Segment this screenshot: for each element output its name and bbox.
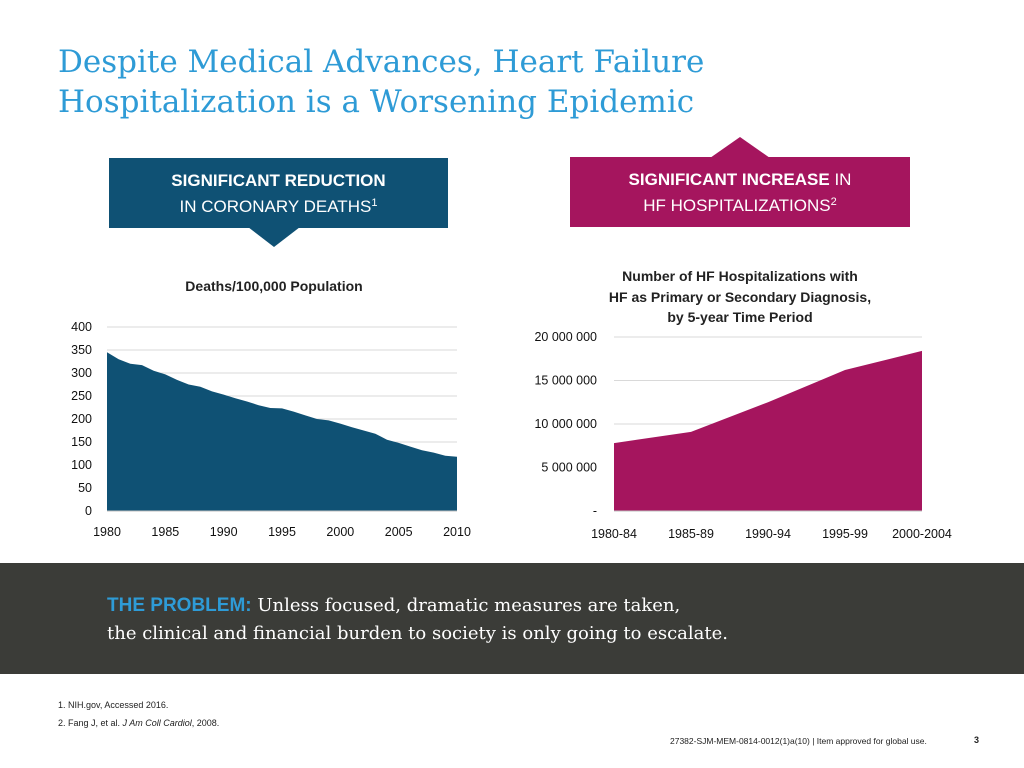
chart1-x-tick: 1990 bbox=[210, 525, 238, 539]
chart2-y-tick: 5 000 000 bbox=[541, 461, 597, 475]
callout-left-line2: IN CORONARY DEATHS bbox=[179, 197, 372, 216]
chart2-x-tick: 1985-89 bbox=[668, 527, 714, 541]
chart1-x-tick: 2010 bbox=[443, 525, 471, 539]
chart2-title-line1: Number of HF Hospitalizations with bbox=[622, 268, 858, 284]
chart2-x-tick: 2000-2004 bbox=[892, 527, 952, 541]
callout-hf-hospitalizations: SIGNIFICANT INCREASE IN HF HOSPITALIZATI… bbox=[570, 157, 910, 227]
callout-left-ref: 1 bbox=[371, 197, 378, 209]
slide-title-line1: Despite Medical Advances, Heart Failure bbox=[58, 44, 705, 80]
reference-2: 2. Fang J, et al. J Am Coll Cardiol, 200… bbox=[58, 714, 219, 732]
chart2-area-series bbox=[614, 350, 922, 511]
charts-canvas: Deaths/100,000 Population 0 50 100 150 200 25… bbox=[71, 268, 952, 541]
callout-right-pointer bbox=[710, 137, 770, 158]
chart1-x-tick: 1995 bbox=[268, 525, 296, 539]
callout-right-line2: HF HOSPITALIZATIONS bbox=[643, 196, 831, 215]
callout-right-ref: 2 bbox=[830, 196, 837, 208]
chart1-y-tick: 350 bbox=[71, 343, 92, 357]
problem-text-1: Unless focused, dramatic measures are ta… bbox=[251, 595, 681, 616]
slide-title-line2: Hospitalization is a Worsening Epidemic bbox=[58, 84, 695, 120]
chart2-title-line2: HF as Primary or Secondary Diagnosis, bbox=[609, 289, 871, 305]
chart2-x-tick: 1980-84 bbox=[591, 527, 637, 541]
problem-line1: THE PROBLEM: Unless focused, dramatic me… bbox=[107, 592, 927, 620]
slide-title: Despite Medical Advances, Heart Failure … bbox=[58, 42, 818, 122]
chart1-y-tick: 50 bbox=[78, 481, 92, 495]
reference-2-prefix: 2. Fang J, et al. bbox=[58, 718, 123, 728]
callout-right-heading: SIGNIFICANT INCREASE IN bbox=[570, 167, 910, 193]
callout-right-rest: IN bbox=[829, 170, 852, 189]
chart1-y-tick: 400 bbox=[71, 320, 92, 334]
callout-left-subheading: IN CORONARY DEATHS1 bbox=[109, 194, 448, 220]
problem-statement: THE PROBLEM: Unless focused, dramatic me… bbox=[107, 592, 927, 648]
problem-band bbox=[0, 563, 1024, 674]
chart-hf-hospitalizations: Number of HF Hospitalizations with HF as… bbox=[534, 268, 951, 541]
page-number: 3 bbox=[974, 735, 980, 745]
chart1-y-tick: 0 bbox=[85, 504, 92, 518]
chart1-y-tick: 250 bbox=[71, 389, 92, 403]
callout-left-pointer bbox=[248, 227, 300, 247]
chart2-x-tick: 1990-94 bbox=[745, 527, 791, 541]
chart1-x-tick: 1980 bbox=[93, 525, 121, 539]
chart1-y-tick: 100 bbox=[71, 458, 92, 472]
chart1-y-tick: 150 bbox=[71, 435, 92, 449]
chart2-y-tick: - bbox=[593, 504, 597, 518]
chart1-x-tick: 2005 bbox=[385, 525, 413, 539]
chart1-x-tick: 1985 bbox=[151, 525, 179, 539]
chart1-y-tick: 300 bbox=[71, 366, 92, 380]
footer-code: 27382-SJM-MEM-0814-0012(1)a(10) | Item a… bbox=[670, 736, 927, 746]
callout-right-subheading: HF HOSPITALIZATIONS2 bbox=[570, 193, 910, 219]
chart2-y-tick: 10 000 000 bbox=[534, 417, 597, 431]
chart1-area-series bbox=[107, 352, 457, 511]
reference-1: 1. NIH.gov, Accessed 2016. bbox=[58, 700, 169, 710]
chart-coronary-deaths: Deaths/100,000 Population 0 50 100 150 200 25… bbox=[71, 278, 471, 539]
chart2-y-tick: 15 000 000 bbox=[534, 374, 597, 388]
chart2-x-tick: 1995-99 bbox=[822, 527, 868, 541]
chart1-x-tick: 2000 bbox=[326, 525, 354, 539]
chart1-y-tick: 200 bbox=[71, 412, 92, 426]
callout-coronary-deaths: SIGNIFICANT REDUCTION IN CORONARY DEATHS… bbox=[109, 158, 448, 228]
chart1-title: Deaths/100,000 Population bbox=[185, 278, 362, 294]
reference-2-suffix: , 2008. bbox=[191, 718, 220, 728]
callout-right-bold: SIGNIFICANT INCREASE bbox=[628, 170, 830, 189]
problem-line2: the clinical and financial burden to soc… bbox=[107, 623, 728, 644]
chart2-title-line3: by 5-year Time Period bbox=[667, 309, 812, 325]
references: 1. NIH.gov, Accessed 2016. 2. Fang J, et… bbox=[58, 696, 219, 732]
problem-label: THE PROBLEM: bbox=[107, 595, 252, 616]
reference-2-journal: J Am Coll Cardiol bbox=[122, 718, 192, 728]
callout-left-heading: SIGNIFICANT REDUCTION bbox=[171, 171, 386, 190]
chart2-y-tick: 20 000 000 bbox=[534, 330, 597, 344]
